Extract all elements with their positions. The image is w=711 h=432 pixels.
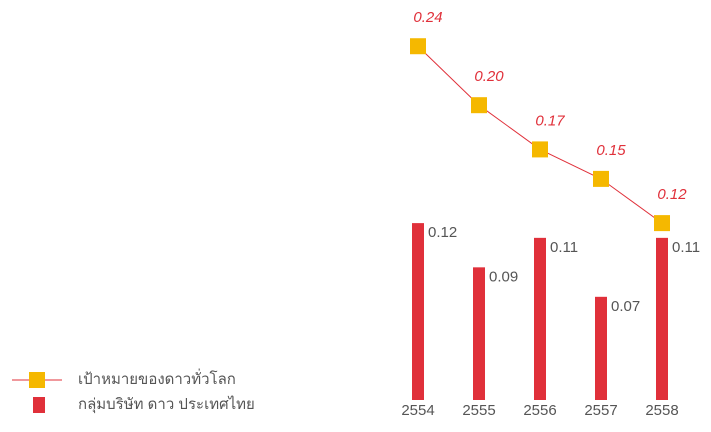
bar-value-label: 0.07 — [611, 298, 640, 315]
bar-value-label: 0.09 — [489, 268, 518, 285]
legend-marker — [33, 397, 45, 413]
line-value-label: 0.17 — [535, 112, 565, 129]
bar — [412, 223, 424, 400]
line-marker — [410, 38, 426, 55]
x-tick-label: 2556 — [523, 402, 556, 419]
line-marker — [654, 215, 670, 232]
bar-value-label: 0.12 — [428, 224, 457, 241]
x-tick-label: 2558 — [645, 402, 678, 419]
line-value-label: 0.15 — [596, 142, 626, 159]
line-marker — [532, 141, 548, 158]
line-value-label: 0.20 — [474, 68, 504, 85]
legend-label: เป้าหมายของดาวทั่วโลก — [78, 368, 236, 388]
x-tick-label: 2557 — [584, 402, 617, 419]
x-tick-label: 2554 — [401, 402, 434, 419]
line-value-label: 0.12 — [657, 186, 687, 203]
bar — [656, 237, 668, 400]
bar — [534, 237, 546, 400]
legend-marker — [29, 372, 45, 388]
line-marker — [593, 170, 609, 187]
line — [417, 45, 663, 224]
line-marker — [471, 97, 487, 114]
legend-label: กลุ่มบริษัท ดาว ประเทศไทย — [78, 395, 255, 414]
bar — [595, 296, 607, 400]
bar — [473, 267, 485, 400]
bar-value-label: 0.11 — [550, 239, 578, 256]
bar-value-label: 0.11 — [672, 239, 700, 256]
x-tick-label: 2555 — [462, 402, 495, 419]
line-value-label: 0.24 — [413, 9, 442, 26]
